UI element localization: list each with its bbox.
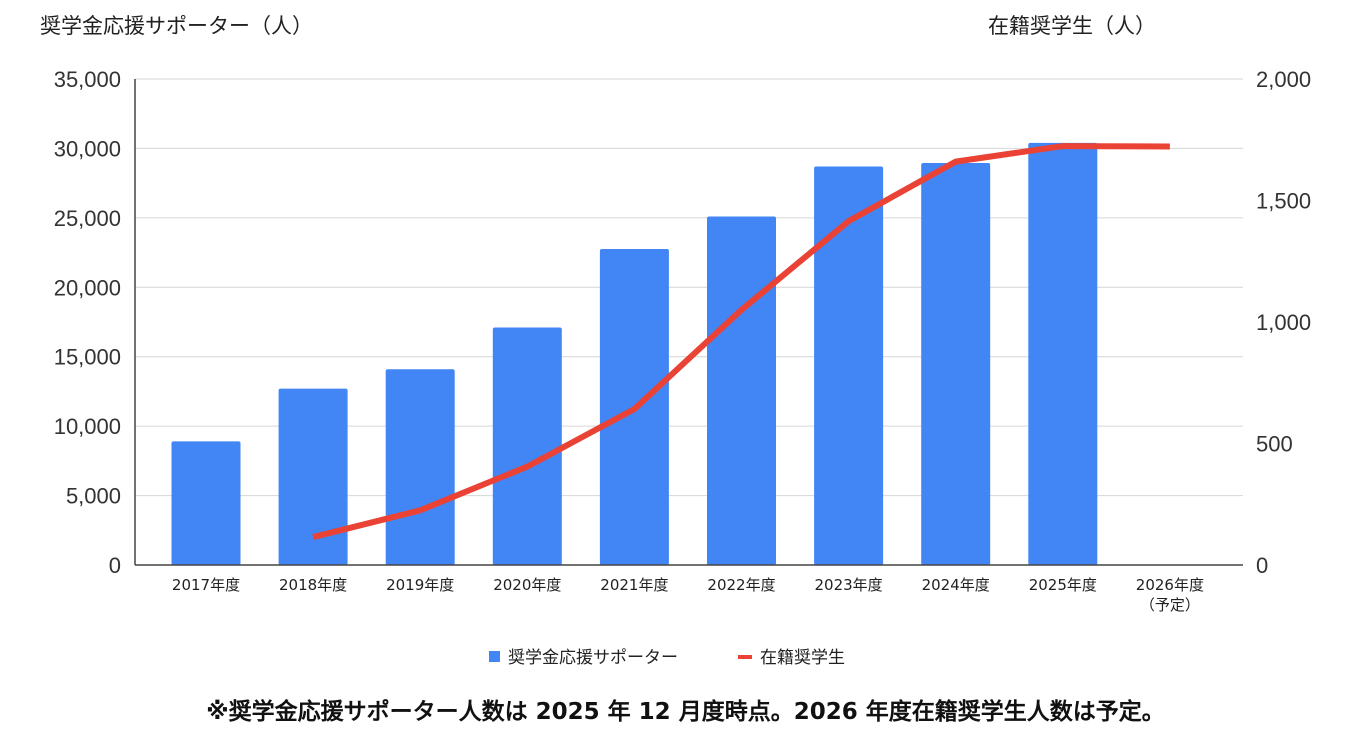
x-tick-label: 2020年度 — [493, 576, 561, 594]
left-tick-label: 30,000 — [54, 136, 121, 161]
legend-label-bar: 奨学金応援サポーター — [508, 648, 678, 668]
bar-2023年度 — [814, 166, 884, 566]
right-tick-label: 1,500 — [1256, 189, 1311, 214]
left-tick-label: 35,000 — [54, 67, 121, 92]
right-axis-title: 在籍奨学生（人） — [988, 14, 1156, 38]
x-tick-label: 2018年度 — [279, 576, 347, 594]
right-tick-label: 1,000 — [1256, 310, 1311, 335]
left-tick-label: 5,000 — [66, 484, 121, 509]
x-tick-label: 2019年度 — [386, 576, 454, 594]
left-tick-label: 15,000 — [54, 345, 121, 370]
x-tick-label: 2024年度 — [922, 576, 990, 594]
bar-2020年度 — [492, 327, 562, 565]
left-tick-label: 10,000 — [54, 414, 121, 439]
footnote: ※奨学金応援サポーター人数は 2025 年 12 月度時点。2026 年度在籍奨… — [206, 699, 1165, 725]
left-axis-title: 奨学金応援サポーター（人） — [40, 14, 313, 38]
right-tick-label: 500 — [1256, 432, 1293, 457]
x-tick-label: 2017年度 — [172, 576, 240, 594]
x-tick-label: 2025年度 — [1029, 576, 1097, 594]
x-tick-label: 2022年度 — [707, 576, 775, 594]
right-tick-label: 2,000 — [1256, 67, 1311, 92]
bar-2019年度 — [385, 369, 455, 565]
x-tick-label: （予定） — [1140, 596, 1200, 614]
x-tick-label: 2023年度 — [815, 576, 883, 594]
bar-2024年度 — [921, 163, 991, 565]
left-tick-label: 0 — [109, 553, 121, 578]
bar-2025年度 — [1028, 142, 1098, 566]
bar-2018年度 — [278, 388, 348, 565]
left-tick-label: 25,000 — [54, 206, 121, 231]
legend-label-line: 在籍奨学生 — [760, 648, 845, 668]
right-tick-label: 0 — [1256, 553, 1268, 578]
x-tick-label: 2021年度 — [600, 576, 668, 594]
combo-chart: 0 5,000 10,000 15,000 20,000 25,000 30,000 35,0… — [54, 67, 1311, 668]
bar-2022年度 — [707, 216, 776, 565]
bar-2017年度 — [171, 441, 241, 565]
x-tick-label: 2026年度 — [1136, 576, 1204, 594]
legend-swatch-bar — [489, 651, 500, 662]
left-tick-label: 20,000 — [54, 275, 121, 300]
